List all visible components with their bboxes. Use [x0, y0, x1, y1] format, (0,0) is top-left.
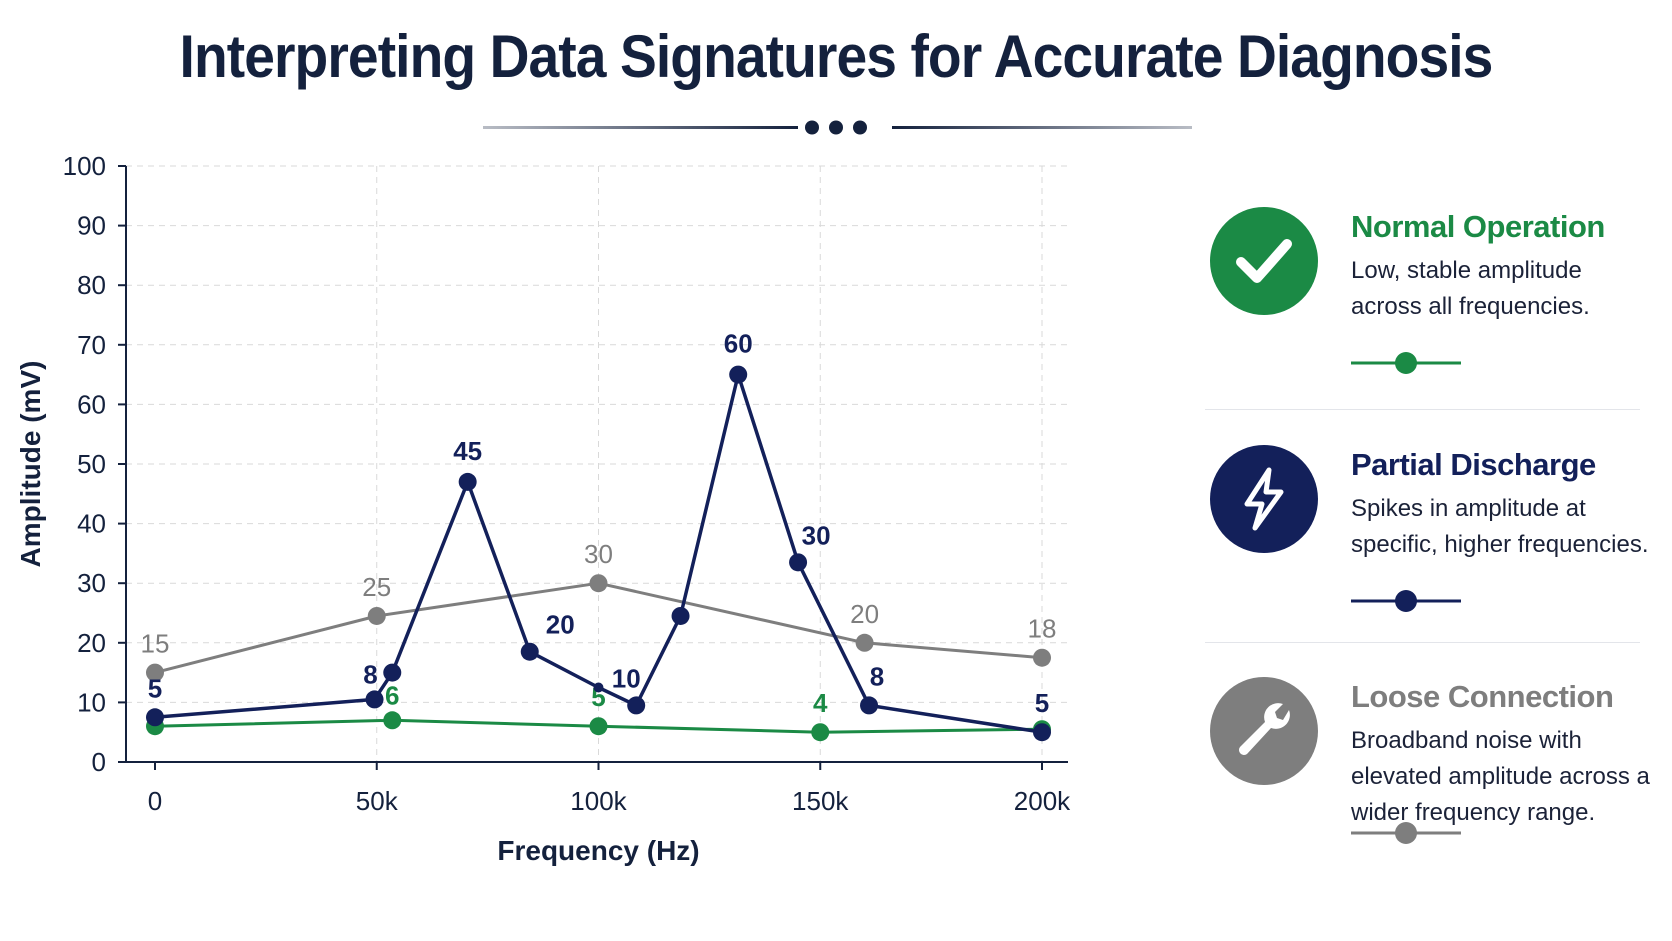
legend-title-normal: Normal Operation — [1351, 209, 1605, 244]
data-label-loose: 20 — [850, 599, 879, 629]
x-tick-label: 150k — [792, 786, 849, 816]
data-point-discharge — [593, 682, 604, 693]
data-point-discharge — [365, 690, 384, 709]
data-point-normal — [811, 723, 830, 742]
loose-status-icon — [1210, 677, 1318, 785]
data-label-loose: 30 — [584, 539, 613, 569]
data-label-discharge: 45 — [453, 436, 482, 466]
y-tick-label: 60 — [77, 389, 106, 419]
data-point-discharge — [671, 606, 690, 625]
data-point-discharge — [860, 696, 879, 715]
data-point-loose — [146, 663, 164, 682]
legend-title-loose: Loose Connection — [1351, 679, 1614, 714]
data-point-loose — [855, 633, 874, 652]
x-axis-label: Frequency (Hz) — [497, 835, 699, 866]
data-label-discharge: 8 — [363, 659, 377, 689]
data-label-loose: 25 — [362, 572, 391, 602]
data-label-discharge: 5 — [1035, 688, 1049, 718]
legend-swatch-normal — [1351, 352, 1461, 374]
legend-swatch-loose — [1351, 822, 1461, 844]
page-title: Interpreting Data Signatures for Accurat… — [179, 23, 1494, 90]
legend-separator — [1205, 409, 1640, 410]
data-point-discharge — [789, 553, 808, 572]
y-tick-label: 80 — [77, 270, 106, 300]
y-tick-label: 0 — [92, 747, 106, 777]
data-point-discharge — [729, 365, 748, 384]
data-point-loose — [589, 574, 608, 593]
normal-status-icon — [1210, 207, 1318, 315]
data-point-normal — [589, 717, 608, 736]
y-tick-label: 20 — [77, 628, 106, 658]
wrench-icon — [1239, 703, 1290, 755]
data-label-discharge: 30 — [802, 520, 831, 550]
discharge-status-icon — [1210, 445, 1318, 553]
y-tick-label: 100 — [63, 151, 106, 181]
data-label-discharge: 60 — [724, 329, 753, 359]
data-point-normal — [383, 711, 402, 730]
legend-separator — [1205, 642, 1640, 643]
y-tick-label: 90 — [77, 211, 106, 241]
data-label-discharge: 8 — [870, 661, 884, 691]
lightning-bolt-icon — [1244, 467, 1284, 531]
y-tick-label: 40 — [77, 509, 106, 539]
data-point-discharge — [1033, 723, 1051, 742]
data-point-discharge — [520, 642, 539, 661]
x-tick-label: 100k — [570, 786, 627, 816]
check-icon — [1236, 239, 1292, 283]
y-tick-label: 70 — [77, 330, 106, 360]
y-tick-label: 10 — [77, 687, 106, 717]
series-discharge: 5 8 45 20 10 60 30 8 5 — [146, 329, 1051, 742]
y-axis-label: Amplitude (mV) — [15, 361, 46, 568]
data-label-normal: 6 — [385, 680, 399, 710]
data-label-discharge: 5 — [148, 673, 162, 703]
series-loose: 15 25 30 20 18 — [141, 539, 1057, 682]
legend-swatch-discharge — [1351, 590, 1461, 612]
data-point-discharge — [458, 472, 477, 491]
data-label-normal: 4 — [813, 688, 828, 718]
data-point-loose — [1033, 648, 1051, 667]
title-divider — [483, 120, 1192, 135]
legend-desc-discharge: Spikes in amplitude at specific, higher … — [1351, 495, 1649, 558]
y-tick-label: 50 — [77, 449, 106, 479]
data-label-loose: 15 — [141, 629, 170, 659]
data-label-loose: 18 — [1028, 614, 1057, 644]
data-label-discharge: 10 — [612, 663, 641, 693]
legend-desc-normal: Low, stable amplitude across all frequen… — [1351, 257, 1590, 320]
legend-title-discharge: Partial Discharge — [1351, 447, 1596, 482]
line-chart: 0 10 20 30 40 50 60 70 80 90 100 0 50k 100k 150k 200k Fr… — [15, 151, 1071, 866]
data-point-discharge — [383, 663, 402, 682]
x-tick-label: 200k — [1014, 786, 1071, 816]
x-tick-label: 0 — [148, 786, 162, 816]
legend-desc-loose: Broadband noise with elevated amplitude … — [1351, 727, 1650, 826]
data-label-discharge: 20 — [546, 610, 575, 640]
x-tick-label: 50k — [356, 786, 399, 816]
data-point-loose — [367, 606, 386, 625]
data-point-discharge — [627, 696, 646, 715]
data-point-discharge — [146, 708, 164, 727]
y-tick-label: 30 — [77, 568, 106, 598]
